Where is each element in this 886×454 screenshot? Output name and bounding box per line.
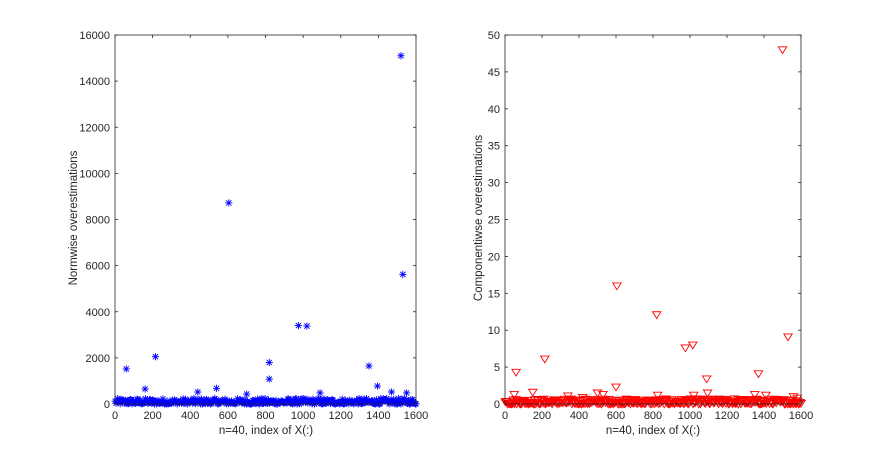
componentwise-x-tick-label: 0 [502, 410, 508, 422]
componentwise-data-point [562, 392, 573, 401]
normwise-data-point [387, 388, 396, 396]
normwise-x-tick-label: 1200 [329, 410, 353, 422]
normwise-data-point [265, 375, 273, 383]
normwise-y-tick-label: 4000 [86, 307, 110, 319]
normwise-data-point [399, 270, 407, 278]
componentwise-x-tick-label: 200 [533, 410, 551, 422]
normwise-chart: n=40, index of X(:) Normwise overestimat… [68, 30, 428, 437]
normwise-data-point [151, 353, 160, 361]
componentwise-x-tick-label: 1600 [789, 410, 813, 422]
normwise-markers [111, 52, 420, 408]
componentwise-data-point [788, 393, 799, 402]
componentwise-data-point [702, 389, 713, 398]
normwise-x-tick-label: 1000 [291, 410, 315, 422]
componentwise-x-tick-label: 600 [607, 410, 625, 422]
normwise-x-tick-label: 400 [181, 410, 199, 422]
componentwise-data-point [598, 391, 609, 400]
normwise-data-point [373, 382, 382, 390]
componentwise-data-point [729, 395, 740, 404]
normwise-data-point [225, 199, 233, 207]
normwise-ticks: 0 200 400 600 800 1000 1200 1400 160002000400060… [79, 30, 428, 422]
normwise-x-tick-label: 1400 [366, 410, 390, 422]
normwise-data-point [402, 389, 411, 397]
componentwise-x-tick-label: 800 [644, 410, 662, 422]
normwise-data-point [212, 384, 221, 392]
componentwise-x-tick-label: 1000 [678, 410, 702, 422]
componentwise-data-point [792, 394, 803, 403]
componentwise-data-point [610, 383, 622, 392]
normwise-y-tick-label: 14000 [79, 76, 110, 88]
normwise-x-tick-label: 1600 [404, 410, 428, 422]
componentwise-y-tick-label: 5 [494, 362, 500, 374]
normwise-y-axis-label: Normwise overestimations [68, 150, 80, 285]
normwise-data-point [316, 389, 324, 397]
componentwise-y-tick-label: 45 [488, 67, 500, 79]
normwise-y-tick-label: 6000 [86, 261, 110, 273]
componentwise-x-tick-label: 1400 [752, 410, 776, 422]
componentwise-data-point [527, 388, 538, 397]
normwise-plot-frame [114, 34, 417, 405]
normwise-data-point [397, 52, 405, 60]
componentwise-data-point [783, 333, 794, 342]
componentwise-data-point [652, 391, 663, 400]
componentwise-data-point [511, 368, 522, 377]
normwise-y-tick-label: 10000 [79, 168, 110, 180]
componentwise-data-point [539, 355, 550, 364]
normwise-x-tick-label: 200 [143, 410, 161, 422]
componentwise-data-point [687, 341, 698, 350]
normwise-data-point [265, 358, 273, 367]
componentwise-x-tick-label: 1200 [715, 410, 739, 422]
componentwise-y-tick-label: 50 [488, 30, 500, 42]
componentwise-ticks: 0 200 400 600 800 1000 1200 1400 1600 0 5 10 15 20 25 3… [488, 30, 813, 422]
componentwise-y-tick-label: 35 [488, 141, 500, 153]
normwise-y-tick-label: 8000 [86, 215, 110, 227]
normwise-data-point [294, 321, 303, 330]
normwise-y-tick-label: 0 [104, 399, 110, 411]
componentwise-y-tick-label: 40 [488, 104, 500, 116]
componentwise-y-tick-label: 30 [488, 178, 500, 190]
normwise-data-point [194, 388, 202, 396]
componentwise-x-tick-label: 400 [570, 410, 588, 422]
componentwise-x-axis-label: n=40, index of X(:) [606, 425, 700, 437]
normwise-x-tick-label: 0 [112, 410, 118, 422]
componentwise-data-point [680, 344, 691, 353]
normwise-data-point [243, 390, 251, 398]
componentwise-chart: n=40, index of X(:) Componentiwse overes… [473, 30, 813, 437]
componentwise-y-tick-label: 25 [488, 215, 500, 227]
componentwise-plot-frame [504, 34, 802, 405]
componentwise-data-point [577, 393, 588, 402]
componentwise-data-point [732, 396, 743, 405]
componentwise-data-point [753, 370, 764, 379]
normwise-data-point [141, 385, 149, 393]
componentwise-data-point [611, 282, 622, 291]
normwise-y-tick-label: 12000 [79, 122, 110, 134]
componentwise-y-axis-label: Componentiwse overestimations [473, 135, 485, 301]
normwise-x-tick-label: 800 [256, 410, 274, 422]
componentwise-markers [500, 46, 807, 409]
componentwise-data-point [701, 375, 712, 384]
componentwise-y-tick-label: 20 [488, 251, 500, 263]
normwise-x-tick-label: 600 [219, 410, 237, 422]
normwise-y-tick-label: 2000 [86, 353, 110, 365]
componentwise-y-tick-label: 0 [494, 399, 500, 411]
componentwise-data-point [749, 391, 760, 400]
normwise-x-axis-label: n=40, index of X(:) [219, 425, 313, 437]
normwise-data-point [365, 362, 373, 370]
normwise-data-point [122, 365, 130, 373]
normwise-data-point [303, 322, 311, 330]
componentwise-data-point [793, 400, 804, 409]
componentwise-data-point [509, 391, 520, 400]
normwise-y-tick-label: 16000 [79, 30, 110, 42]
componentwise-y-tick-label: 10 [488, 325, 500, 337]
componentwise-data-point [777, 46, 788, 55]
componentwise-y-tick-label: 15 [488, 288, 500, 300]
componentwise-data-point [651, 311, 662, 320]
componentwise-data-point [760, 391, 771, 400]
componentwise-data-point [688, 391, 699, 400]
